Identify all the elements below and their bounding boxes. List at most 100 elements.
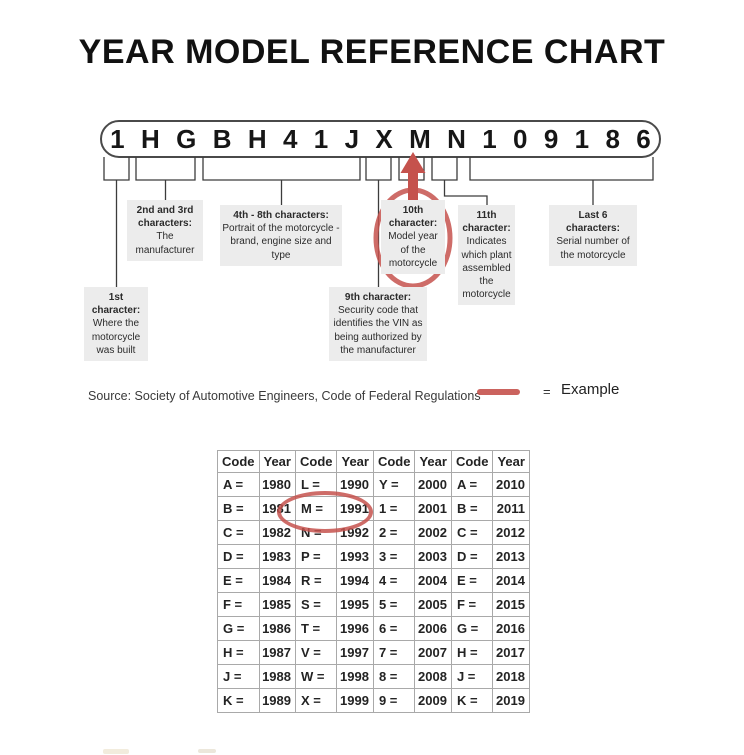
header-cell: Year [492,450,530,473]
callout-body: The manufacturer [135,231,195,256]
code-cell: G = [450,616,494,641]
callout-9th-character: 9th character: Security code that identi… [329,287,427,361]
table-row: J = 1988 W = 1998 8 = 2008 J = 2018 [217,664,530,689]
year-cell: 2011 [492,496,530,521]
code-cell: 6 = [372,616,416,641]
bracket-11th-char [431,157,488,205]
header-cell: Code [294,450,338,473]
code-cell: D = [450,544,494,569]
code-cell: H = [217,640,260,665]
vin-char-9: X [375,123,393,154]
callout-body: Security code that identifies the VIN as… [333,305,423,356]
code-cell: K = [217,688,260,713]
vin-char-12: 1 [482,123,497,154]
year-cell: 2005 [414,592,452,617]
callout-body: Indicates which plant assembled the moto… [461,236,512,301]
header-cell: Year [336,450,374,473]
table-row: D = 1983 P = 1993 3 = 2003 D = 2013 [217,544,530,569]
bracket-1st-char [103,157,130,287]
year-cell: 1987 [258,640,296,665]
year-cell: 2004 [414,568,452,593]
vin-char-7: 1 [313,123,329,154]
year-cell: 1990 [336,472,374,497]
year-cell: 1986 [258,616,296,641]
year-cell: 1988 [258,664,296,689]
vin-char-14: 9 [543,123,559,154]
callout-heading: 4th - 8th characters: [233,210,329,221]
year-cell: 2002 [414,520,452,545]
year-cell: 2008 [414,664,452,689]
year-cell: 1993 [336,544,374,569]
year-code-table: Code Year Code Year Code Year Code Year A = 1980 L… [217,450,530,713]
table-row: F = 1985 S = 1995 5 = 2005 F = 2015 [217,592,530,617]
callout-heading: 1st character: [91,292,141,317]
code-cell: F = [450,592,494,617]
callout-body: Model year of the motorcycle [388,231,438,269]
year-cell: 1980 [258,472,296,497]
code-cell: X = [294,688,338,713]
callout-1st-character: 1st character: Where the motorcycle was … [84,287,148,361]
code-cell: G = [217,616,260,641]
table-row: C = 1982 N = 1992 2 = 2002 C = 2012 [217,520,530,545]
code-cell: E = [217,568,260,593]
vin-char-10: M [409,123,431,154]
callout-body: Where the motorcycle was built [91,318,141,356]
legend-label: Example [561,381,620,398]
code-cell: B = [217,496,260,521]
callout-heading: 2nd and 3rd characters: [136,205,194,230]
year-cell: 2013 [492,544,530,569]
table-row: K = 1989 X = 1999 9 = 2009 K = 2019 [217,688,530,713]
vin-char-11: N [447,123,466,154]
year-cell: 1995 [336,592,374,617]
code-cell: W = [294,664,338,689]
year-cell: 2019 [492,688,530,713]
callout-2nd-3rd-characters: 2nd and 3rd characters: The manufacturer [127,200,203,261]
callout-heading: 11th character: [462,210,511,235]
year-cell: 2001 [414,496,452,521]
table-row: A = 1980 L = 1990 Y = 2000 A = 2010 [217,472,530,497]
callout-body: Portrait of the motorcycle - brand, engi… [222,223,340,261]
vin-char-6: 4 [282,123,298,154]
code-cell: B = [450,496,494,521]
header-cell: Code [372,450,416,473]
header-cell: Code [450,450,494,473]
year-cell: 1989 [258,688,296,713]
callout-11th-character: 11th character: Indicates which plant as… [458,205,515,306]
vin-char-16: 8 [605,123,620,154]
example-line-icon [477,389,520,395]
year-cell: 1985 [258,592,296,617]
year-cell: 1996 [336,616,374,641]
code-cell: 2 = [372,520,416,545]
vin-char-1: 1 [110,123,125,154]
code-cell: F = [217,592,260,617]
code-cell: P = [294,544,338,569]
code-cell: 7 = [372,640,416,665]
code-cell: A = [450,472,494,497]
year-cell: 2003 [414,544,452,569]
page-edge-artifact [103,749,129,754]
year-cell: 2006 [414,616,452,641]
source-attribution: Source: Society of Automotive Engineers,… [88,389,481,403]
callout-heading: 9th character: [344,292,412,303]
year-cell: 1983 [258,544,296,569]
code-cell: T = [294,616,338,641]
code-cell: C = [450,520,494,545]
code-cell: Y = [372,472,416,497]
vin-char-5: H [247,123,267,154]
vin-char-8: J [344,123,360,154]
code-cell: K = [450,688,494,713]
year-cell: 1994 [336,568,374,593]
code-cell: 4 = [372,568,416,593]
year-cell: 2016 [492,616,530,641]
code-cell: J = [217,664,260,689]
year-cell: 2015 [492,592,530,617]
bracket-4th-8th-chars [202,157,361,205]
code-cell: E = [450,568,494,593]
code-cell: A = [217,472,260,497]
code-cell: R = [294,568,338,593]
year-cell: 1997 [336,640,374,665]
table-row: G = 1986 T = 1996 6 = 2006 G = 2016 [217,616,530,641]
legend-equals: = [543,384,551,399]
bracket-2nd-3rd-chars [135,157,196,200]
